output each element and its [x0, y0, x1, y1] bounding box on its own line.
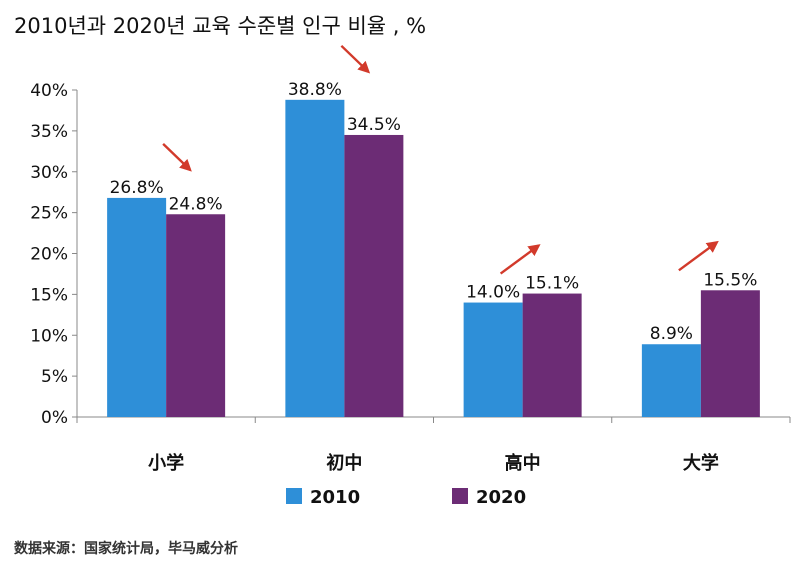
y-tick-label: 35%: [30, 122, 68, 142]
data-label: 34.5%: [347, 115, 401, 135]
chart-title: 2010년과 2020년 교육 수준별 인구 비율 , %: [14, 14, 427, 38]
legend-swatch-2020: [452, 488, 468, 504]
trend-arrow-down: [340, 44, 371, 74]
y-tick-label: 25%: [30, 204, 68, 224]
legend-label: 2010: [310, 487, 360, 508]
data-label: 24.8%: [169, 194, 223, 214]
data-label: 14.0%: [466, 283, 520, 303]
bar-2010-2: [463, 302, 523, 417]
y-tick-label: 40%: [30, 81, 68, 101]
y-tick-label: 15%: [30, 285, 68, 305]
bar-2010-3: [641, 344, 701, 417]
bar-2020-2: [522, 293, 582, 417]
category-label: 小学: [148, 452, 184, 474]
y-tick-label: 20%: [30, 245, 68, 265]
category-label: 初中: [326, 452, 362, 474]
y-tick-label: 5%: [41, 367, 68, 387]
y-tick-label: 30%: [30, 163, 68, 183]
data-label: 8.9%: [650, 324, 693, 344]
data-label: 15.1%: [525, 274, 579, 294]
category-label: 大学: [683, 452, 719, 474]
bar-2020-1: [344, 134, 404, 417]
trend-arrow-up: [678, 240, 719, 272]
data-label: 38.8%: [288, 80, 342, 100]
legend-label: 2020: [476, 487, 526, 508]
bar-2010-1: [285, 99, 345, 417]
trend-arrow-down: [162, 143, 192, 172]
y-tick-label: 10%: [30, 326, 68, 346]
bar-2020-3: [700, 290, 760, 417]
category-label: 高中: [505, 452, 541, 474]
bar-2010-0: [107, 197, 167, 417]
bar-2020-0: [166, 214, 226, 417]
data-label: 15.5%: [703, 270, 757, 290]
y-tick-label: 0%: [41, 408, 68, 428]
source-note: 数据来源：国家统计局，毕马威分析: [14, 541, 238, 557]
data-label: 26.8%: [110, 178, 164, 198]
legend-swatch-2010: [286, 488, 302, 504]
trend-arrow-up: [499, 244, 541, 275]
